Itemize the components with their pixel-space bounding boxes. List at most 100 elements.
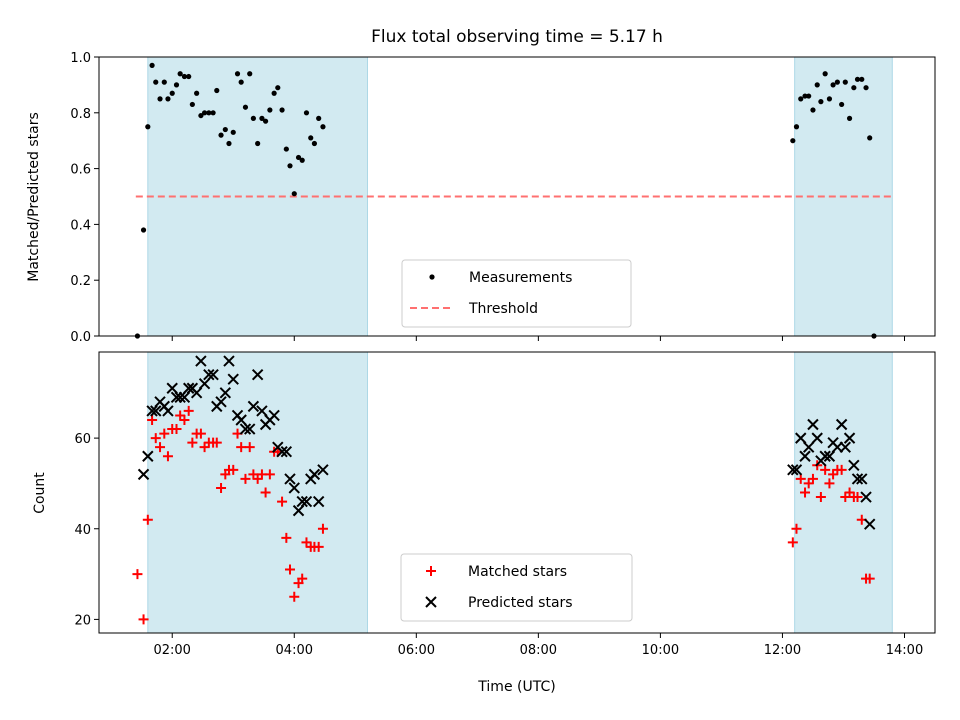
matched-star-point <box>183 405 194 416</box>
legend-label: Threshold <box>468 301 538 317</box>
predicted-star-point <box>251 368 264 381</box>
predicted-star-point <box>795 432 807 444</box>
predicted-star-point <box>787 464 799 476</box>
measurement-point <box>153 79 159 85</box>
measurement-point <box>851 85 857 91</box>
matched-star-point <box>142 514 153 525</box>
measurement-point <box>242 104 249 110</box>
measurement-point <box>230 129 236 135</box>
matched-star-point <box>211 437 222 448</box>
matched-star-point <box>313 541 324 552</box>
predicted-star-point <box>860 491 872 503</box>
measurement-point <box>169 90 175 96</box>
measurement-point <box>267 107 273 113</box>
measurement-point <box>303 110 310 116</box>
predicted-star-point <box>219 387 232 399</box>
legend-box <box>400 553 633 622</box>
top-panel-y-axis-label: Matched/Predicted stars <box>26 112 42 282</box>
measurement-point <box>157 96 163 102</box>
measurement-point <box>145 124 151 130</box>
predicted-star-point <box>178 391 191 404</box>
measurement-point <box>259 115 265 121</box>
predicted-star-point <box>198 378 211 390</box>
predicted-star-point <box>223 355 235 367</box>
predicted-star-point <box>268 409 280 422</box>
measurement-point <box>279 107 285 113</box>
matched-star-point <box>284 564 295 575</box>
predicted-star-point <box>856 473 868 485</box>
measurement-point <box>181 73 188 80</box>
top-panel: 0.0 0.2 0.4 0.6 0.8 1.0 Measurements Threshold <box>70 51 936 345</box>
matched-star-point <box>836 464 847 475</box>
predicted-star-point <box>288 482 300 494</box>
predicted-star-point <box>207 368 219 381</box>
matched-star-point <box>216 482 227 493</box>
predicted-star-point <box>790 464 803 476</box>
measurement-point <box>299 157 305 163</box>
axes-frame <box>98 351 936 634</box>
measurement-point <box>798 96 804 102</box>
legend-marker-predicted <box>425 596 437 608</box>
measurement-point <box>842 79 848 85</box>
matched-star-point <box>162 451 173 462</box>
matched-star-point <box>787 537 798 548</box>
predicted-star-point <box>811 432 823 444</box>
measurement-point <box>275 85 281 91</box>
matched-star-point <box>132 569 143 580</box>
legend-label: Measurements <box>469 270 572 286</box>
predicted-star-point <box>839 441 852 453</box>
measurement-point <box>210 110 216 116</box>
matched-star-point <box>150 433 161 444</box>
predicted-star-point <box>802 441 815 453</box>
measurement-point <box>793 124 800 130</box>
measurement-point <box>834 79 840 85</box>
matched-star-point <box>852 492 863 503</box>
predicted-star-point <box>174 391 186 404</box>
predicted-star-point <box>292 504 305 517</box>
measurement-point <box>790 138 796 144</box>
matched-star-point <box>807 473 818 484</box>
measurement-point <box>140 227 147 233</box>
y-tick-label: 1.0 <box>70 51 91 66</box>
predicted-star-point <box>137 468 150 481</box>
y-tick-label: 0.4 <box>70 218 91 233</box>
measurement-point <box>165 96 171 102</box>
measurement-point <box>189 101 195 108</box>
measurement-point <box>173 82 180 88</box>
measurement-point <box>311 140 318 147</box>
matched-star-point <box>260 487 271 498</box>
predicted-star-point <box>227 373 239 385</box>
measurement-point <box>262 118 269 124</box>
measurement-point <box>316 115 322 121</box>
matched-star-point <box>281 532 292 543</box>
axes-frame <box>98 56 936 337</box>
legend-label: Predicted stars <box>468 595 573 611</box>
x-tick-label: 06:00 <box>398 643 435 658</box>
measurement-point <box>149 62 155 68</box>
matched-star-point <box>195 428 206 439</box>
predicted-star-point <box>150 405 162 417</box>
y-tick-label: 0.8 <box>70 107 91 122</box>
measurement-point <box>846 115 853 121</box>
predicted-star-point <box>284 473 296 485</box>
x-axis-label: Time (UTC) <box>477 679 555 695</box>
predicted-star-point <box>835 418 848 431</box>
measurement-point <box>859 76 865 82</box>
predicted-star-point <box>244 423 256 435</box>
matched-star-point <box>236 442 247 453</box>
measurement-point <box>308 135 314 141</box>
observing-window-1 <box>794 352 893 633</box>
x-tick-label: 04:00 <box>276 643 313 658</box>
predicted-star-point <box>146 405 158 417</box>
matched-star-point <box>228 464 239 475</box>
x-tick-label: 02:00 <box>153 643 190 658</box>
matched-star-point <box>187 437 198 448</box>
matched-star-point <box>791 523 802 534</box>
y-tick-label: 40 <box>74 523 91 538</box>
measurement-point <box>194 90 200 96</box>
predicted-star-point <box>195 355 207 367</box>
legend-box <box>401 259 632 328</box>
measurement-point <box>250 115 256 121</box>
measurement-point <box>867 135 873 141</box>
